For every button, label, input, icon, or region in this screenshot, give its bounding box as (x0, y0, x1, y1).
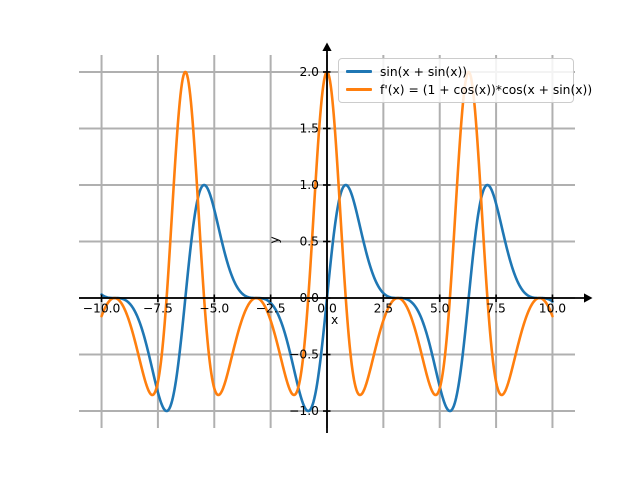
y-tick-label: −1.0 (289, 404, 319, 418)
y-tick-label: 1.5 (299, 122, 319, 136)
y-axis-arrow (322, 42, 332, 51)
x-axis-arrow (584, 293, 593, 303)
x-tick-label: −10.0 (83, 302, 121, 316)
x-tick-label: 10.0 (539, 302, 566, 316)
y-tick-label: 2.0 (299, 65, 319, 79)
x-axis-label: x (331, 313, 339, 327)
x-tick-label: −2.5 (256, 302, 286, 316)
x-tick-label: 2.5 (374, 302, 394, 316)
legend: sin(x + sin(x)) f'(x) = (1 + cos(x))*cos… (338, 58, 592, 103)
legend-line-sample-orange (346, 88, 372, 91)
y-tick-label: −0.5 (289, 348, 319, 362)
y-axis-label: y (267, 236, 282, 244)
x-tick-label: −7.5 (143, 302, 173, 316)
legend-label: sin(x + sin(x)) (380, 64, 468, 79)
legend-item: sin(x + sin(x)) (346, 64, 564, 79)
y-tick-label: 0.5 (299, 235, 319, 249)
x-tick-label: 5.0 (430, 302, 450, 316)
legend-line-sample-blue (346, 70, 372, 73)
x-tick-label: 7.5 (486, 302, 506, 316)
x-tick-label: 0.0 (317, 302, 337, 316)
y-tick-label: 1.0 (299, 178, 319, 192)
legend-label: f'(x) = (1 + cos(x))*cos(x + sin(x)) (380, 82, 593, 97)
legend-item: f'(x) = (1 + cos(x))*cos(x + sin(x)) (346, 82, 592, 97)
y-tick-label: 0.0 (299, 291, 319, 305)
x-tick-label: −5.0 (199, 302, 229, 316)
